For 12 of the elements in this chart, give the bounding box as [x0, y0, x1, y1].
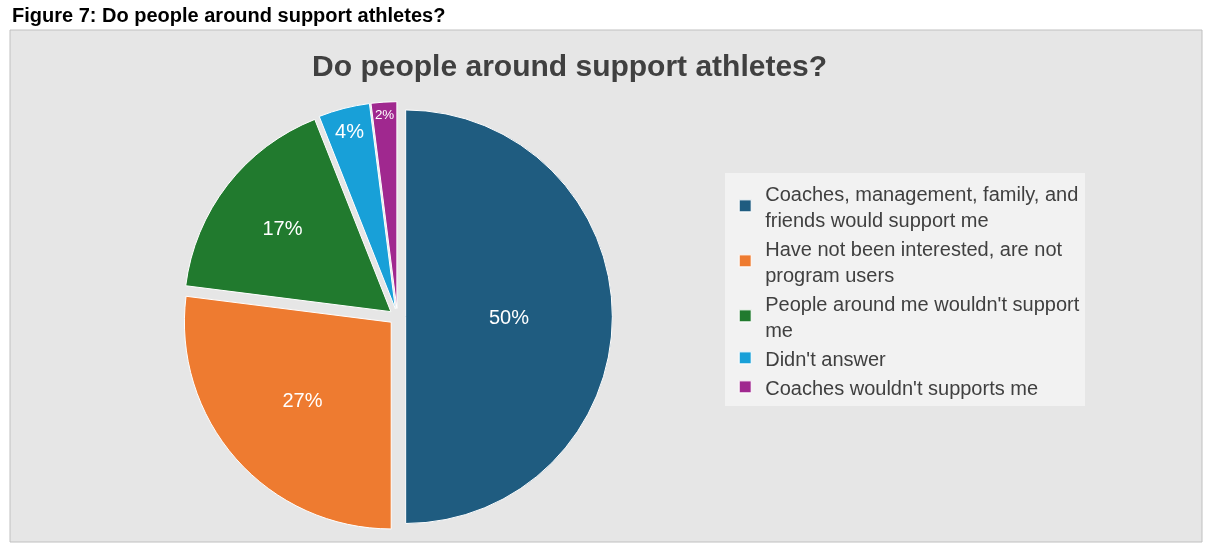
legend-label: Have not been interested, are not program users — [765, 237, 1063, 286]
data-label: 4% — [335, 119, 365, 142]
legend-label: Coaches, management, family, and friends would support me — [765, 182, 1079, 231]
data-label: 17% — [262, 216, 303, 239]
caption: Figure 7: Do people around support athletes? — [12, 4, 446, 26]
legend-label: Coaches wouldn't supports me — [765, 376, 1039, 399]
data-label: 50% — [488, 305, 530, 328]
chart-title: Do people around support athletes? — [312, 49, 828, 83]
data-label: 2% — [374, 106, 395, 122]
legend-label: People around me wouldn't support me — [765, 292, 1080, 341]
legend-label: Didn't answer — [765, 347, 887, 370]
data-label: 27% — [282, 389, 323, 412]
